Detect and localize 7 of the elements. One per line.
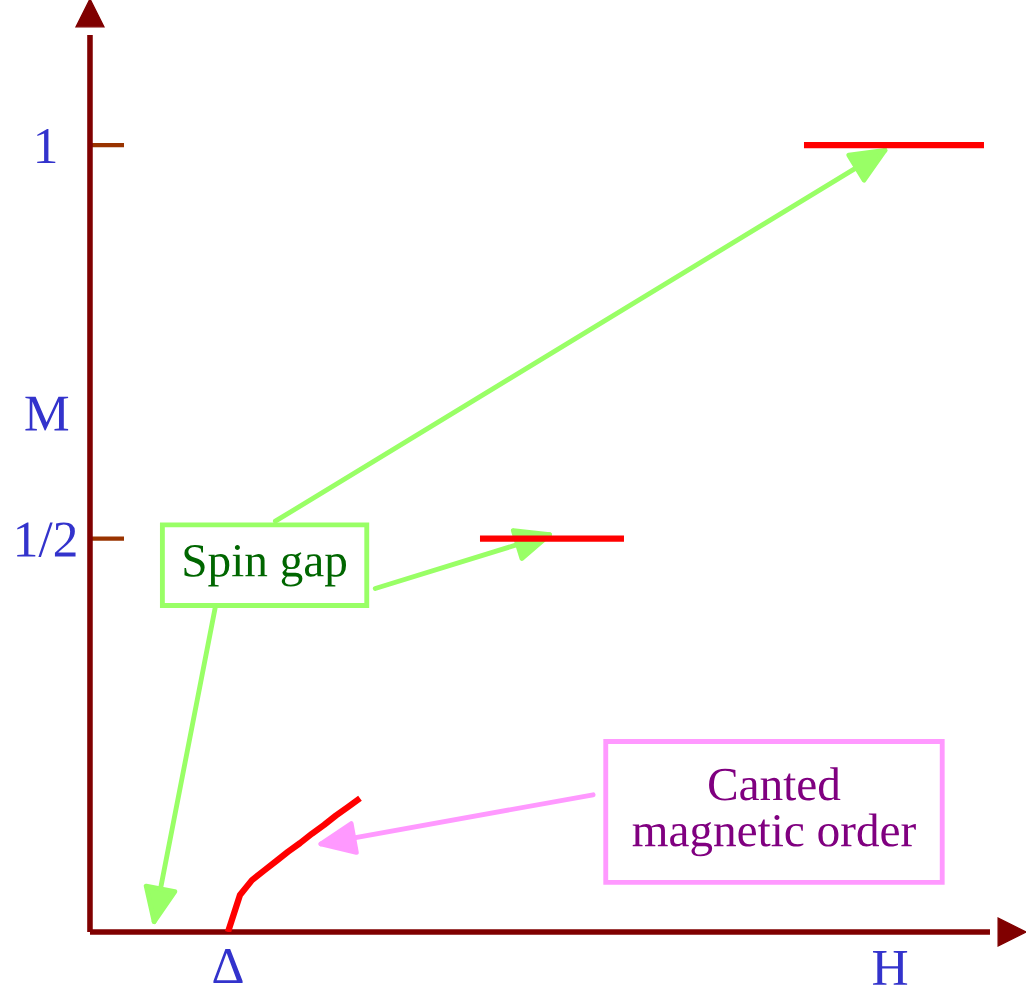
y-tick-label: 1 <box>37 129 56 164</box>
annotation: Canted magnetic order <box>632 767 916 857</box>
x-axis-title: H <box>873 951 908 985</box>
x-tick-label: Δ <box>213 949 243 983</box>
annotation: Spin gap <box>184 545 347 587</box>
y-axis-title: M <box>25 396 69 431</box>
y-tick-label: 1/2 <box>17 522 76 557</box>
